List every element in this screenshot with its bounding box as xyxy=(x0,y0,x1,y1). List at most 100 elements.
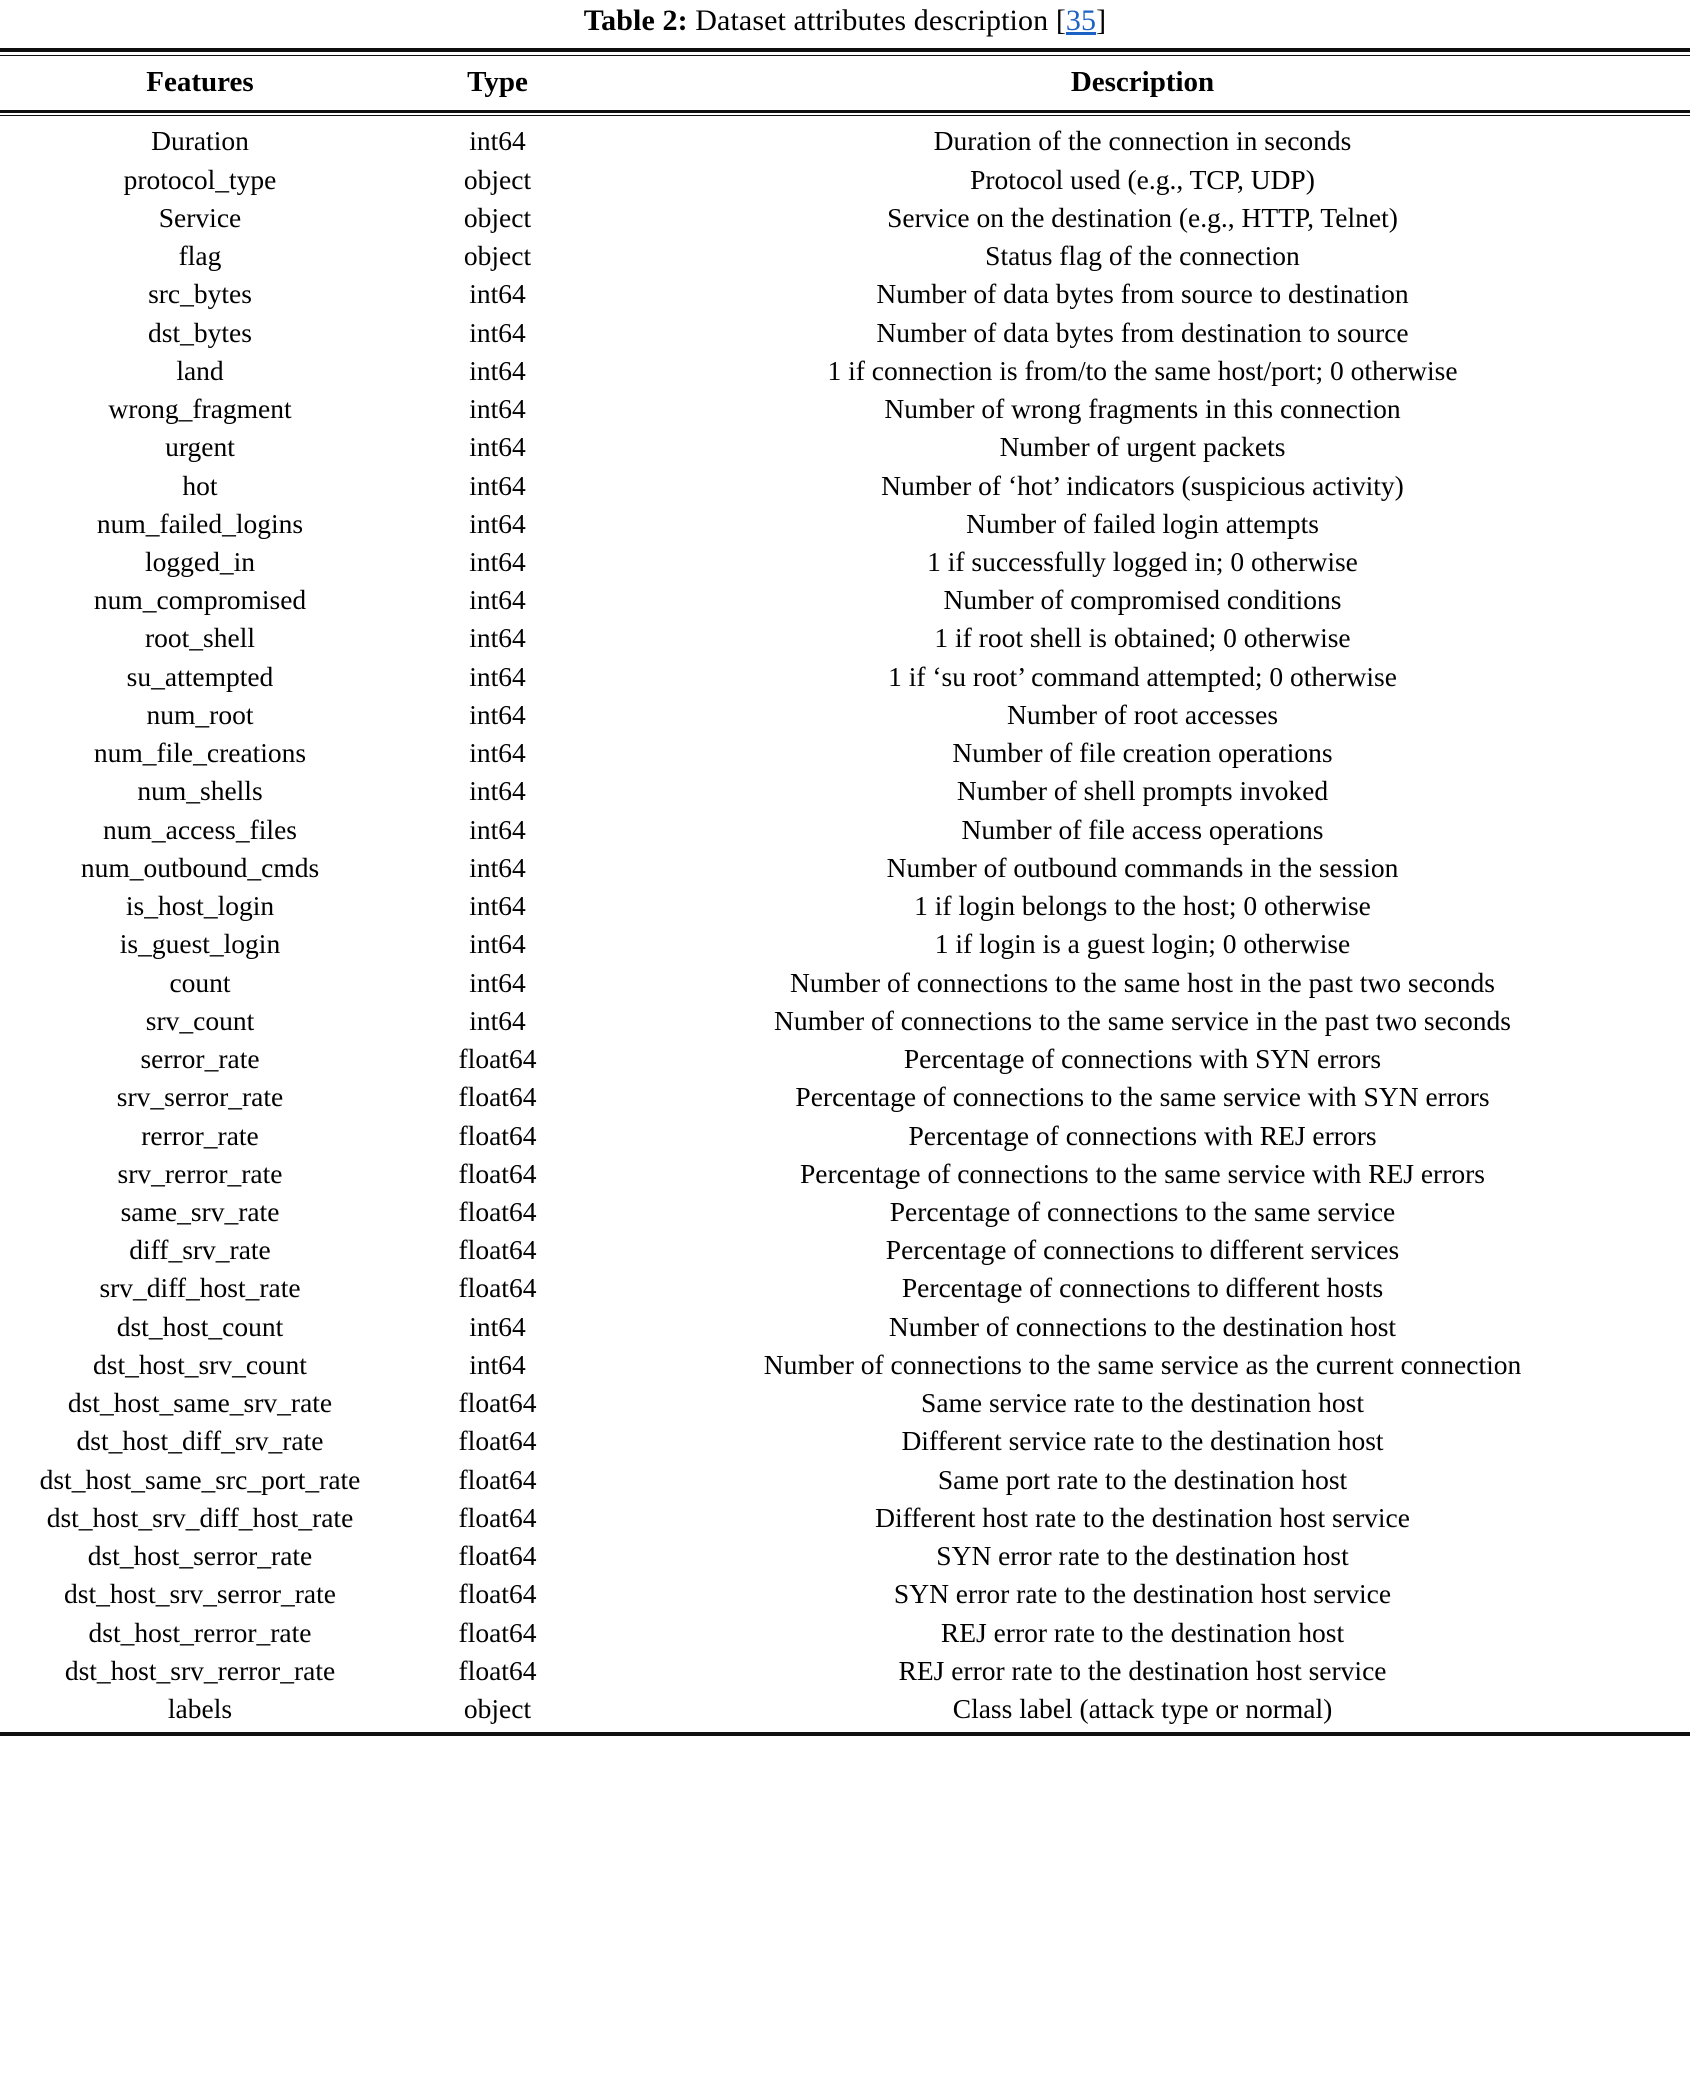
feature-cell: dst_host_count xyxy=(116,1310,284,1342)
feature-cell: srv_diff_host_rate xyxy=(99,1272,301,1304)
feature-cell: land xyxy=(176,354,224,386)
table-row: dst_host_serror_rate float64 SYN error rat… xyxy=(0,1537,1690,1575)
feature-cell: srv_count xyxy=(145,1004,255,1036)
table-row: root_shell int64 1 if root shell is obtain… xyxy=(0,619,1690,657)
description-cell: Percentage of connections to the same se… xyxy=(795,1081,1490,1113)
table-header: Features Type Description xyxy=(0,56,1690,110)
description-cell: Service on the destination (e.g., HTTP, … xyxy=(887,201,1398,233)
type-cell: int64 xyxy=(469,1004,526,1036)
type-cell: int64 xyxy=(469,125,526,157)
description-cell: Number of connections to the same servic… xyxy=(774,1004,1511,1036)
feature-cell: dst_host_diff_srv_rate xyxy=(76,1425,324,1457)
type-cell: int64 xyxy=(469,737,526,769)
table-row: su_attempted int64 1 if ‘su root’ command … xyxy=(0,658,1690,696)
table-row: num_shells int64 Number of shell prompts i… xyxy=(0,772,1690,810)
feature-cell: dst_host_rerror_rate xyxy=(88,1616,312,1648)
type-cell: float64 xyxy=(458,1616,537,1648)
table-row: dst_host_same_srv_rate float64 Same servic… xyxy=(0,1384,1690,1422)
description-cell: Number of failed login attempts xyxy=(966,507,1319,539)
header-features: Features xyxy=(146,66,254,98)
caption-label: Table 2: xyxy=(583,4,688,37)
description-cell: Number of compromised conditions xyxy=(943,584,1342,616)
type-cell: int64 xyxy=(469,890,526,922)
table-row: is_guest_login int64 1 if login is a guest… xyxy=(0,925,1690,963)
feature-cell: dst_host_srv_count xyxy=(93,1348,307,1380)
description-cell: 1 if login is a guest login; 0 otherwise xyxy=(934,928,1351,960)
header-description: Description xyxy=(1070,66,1215,98)
table-row: dst_bytes int64 Number of data bytes from … xyxy=(0,314,1690,352)
type-cell: float64 xyxy=(458,1501,537,1533)
dataset-attributes-table: Features Type Description xyxy=(0,56,1690,110)
feature-cell: hot xyxy=(182,469,218,501)
feature-cell: flag xyxy=(178,240,222,272)
description-cell: Number of urgent packets xyxy=(999,431,1286,463)
caption-citation-open: [ xyxy=(1055,4,1066,37)
description-cell: Number of connections to the same servic… xyxy=(763,1348,1522,1380)
type-cell: int64 xyxy=(469,354,526,386)
feature-cell: Service xyxy=(158,201,242,233)
description-cell: Same service rate to the destination hos… xyxy=(921,1387,1364,1419)
description-cell: Number of wrong fragments in this connec… xyxy=(884,393,1401,425)
type-cell: int64 xyxy=(469,928,526,960)
type-cell: int64 xyxy=(469,813,526,845)
feature-cell: is_guest_login xyxy=(119,928,281,960)
description-cell: 1 if root shell is obtained; 0 otherwise xyxy=(934,622,1351,654)
type-cell: int64 xyxy=(469,851,526,883)
table-caption: Table 2: Dataset attributes description … xyxy=(0,0,1690,48)
description-cell: SYN error rate to the destination host xyxy=(936,1540,1349,1572)
table-row: srv_serror_rate float64 Percentage of conn… xyxy=(0,1078,1690,1116)
feature-cell: src_bytes xyxy=(148,278,252,310)
description-cell: Duration of the connection in seconds xyxy=(933,125,1352,157)
type-cell: int64 xyxy=(469,469,526,501)
type-cell: int64 xyxy=(469,584,526,616)
table-body: Duration int64 Duration of the connection … xyxy=(0,116,1690,1732)
feature-cell: num_file_creations xyxy=(93,737,307,769)
type-cell: int64 xyxy=(469,1348,526,1380)
type-cell: object xyxy=(463,240,532,272)
type-cell: object xyxy=(463,163,532,195)
caption-text: Dataset attributes description xyxy=(695,4,1049,37)
table-header-rule xyxy=(0,110,1690,117)
table-row: serror_rate float64 Percentage of connecti… xyxy=(0,1040,1690,1078)
table-row: logged_in int64 1 if successfully logged i… xyxy=(0,543,1690,581)
table-row: protocol_type object Protocol used (e.g., … xyxy=(0,161,1690,199)
type-cell: float64 xyxy=(458,1578,537,1610)
table-row: dst_host_srv_count int64 Number of connect… xyxy=(0,1346,1690,1384)
table-row: num_outbound_cmds int64 Number of outbound… xyxy=(0,849,1690,887)
feature-cell: labels xyxy=(167,1693,233,1725)
header-type: Type xyxy=(467,66,528,98)
feature-cell: serror_rate xyxy=(140,1043,260,1075)
description-cell: Number of connections to the destination… xyxy=(888,1310,1397,1342)
feature-cell: num_access_files xyxy=(103,813,297,845)
description-cell: Percentage of connections with SYN error… xyxy=(903,1043,1382,1075)
feature-cell: rerror_rate xyxy=(141,1119,259,1151)
feature-cell: num_shells xyxy=(137,775,263,807)
feature-cell: same_srv_rate xyxy=(120,1196,280,1227)
feature-cell: srv_serror_rate xyxy=(116,1081,284,1113)
type-cell: int64 xyxy=(469,775,526,807)
caption-citation-link[interactable]: 35 xyxy=(1065,4,1097,37)
feature-cell: su_attempted xyxy=(126,660,274,692)
description-cell: 1 if ‘su root’ command attempted; 0 othe… xyxy=(888,660,1397,692)
table-row: count int64 Number of connections to the s… xyxy=(0,964,1690,1002)
table-row: diff_srv_rate float64 Percentage of connec… xyxy=(0,1231,1690,1269)
description-cell: Different host rate to the destination h… xyxy=(875,1501,1410,1533)
description-cell: Percentage of connections to different s… xyxy=(885,1234,1400,1266)
type-cell: float64 xyxy=(458,1119,537,1151)
type-cell: int64 xyxy=(469,966,526,998)
table-row: srv_diff_host_rate float64 Percentage of c… xyxy=(0,1269,1690,1307)
table-row: labels object Class label (attack type or … xyxy=(0,1690,1690,1732)
type-cell: int64 xyxy=(469,546,526,578)
description-cell: Number of outbound commands in the sessi… xyxy=(886,851,1399,883)
table-row: dst_host_srv_diff_host_rate float64 Differ… xyxy=(0,1499,1690,1537)
feature-cell: num_failed_logins xyxy=(96,507,304,539)
description-cell: Number of data bytes from source to dest… xyxy=(876,278,1409,310)
type-cell: float64 xyxy=(458,1157,537,1189)
type-cell: float64 xyxy=(458,1387,537,1419)
type-cell: float64 xyxy=(458,1196,537,1227)
description-cell: 1 if login belongs to the host; 0 otherw… xyxy=(914,890,1371,922)
table-row: dst_host_count int64 Number of connections… xyxy=(0,1308,1690,1346)
type-cell: float64 xyxy=(458,1425,537,1457)
table-row: srv_rerror_rate float64 Percentage of conn… xyxy=(0,1155,1690,1193)
feature-cell: logged_in xyxy=(145,546,255,578)
